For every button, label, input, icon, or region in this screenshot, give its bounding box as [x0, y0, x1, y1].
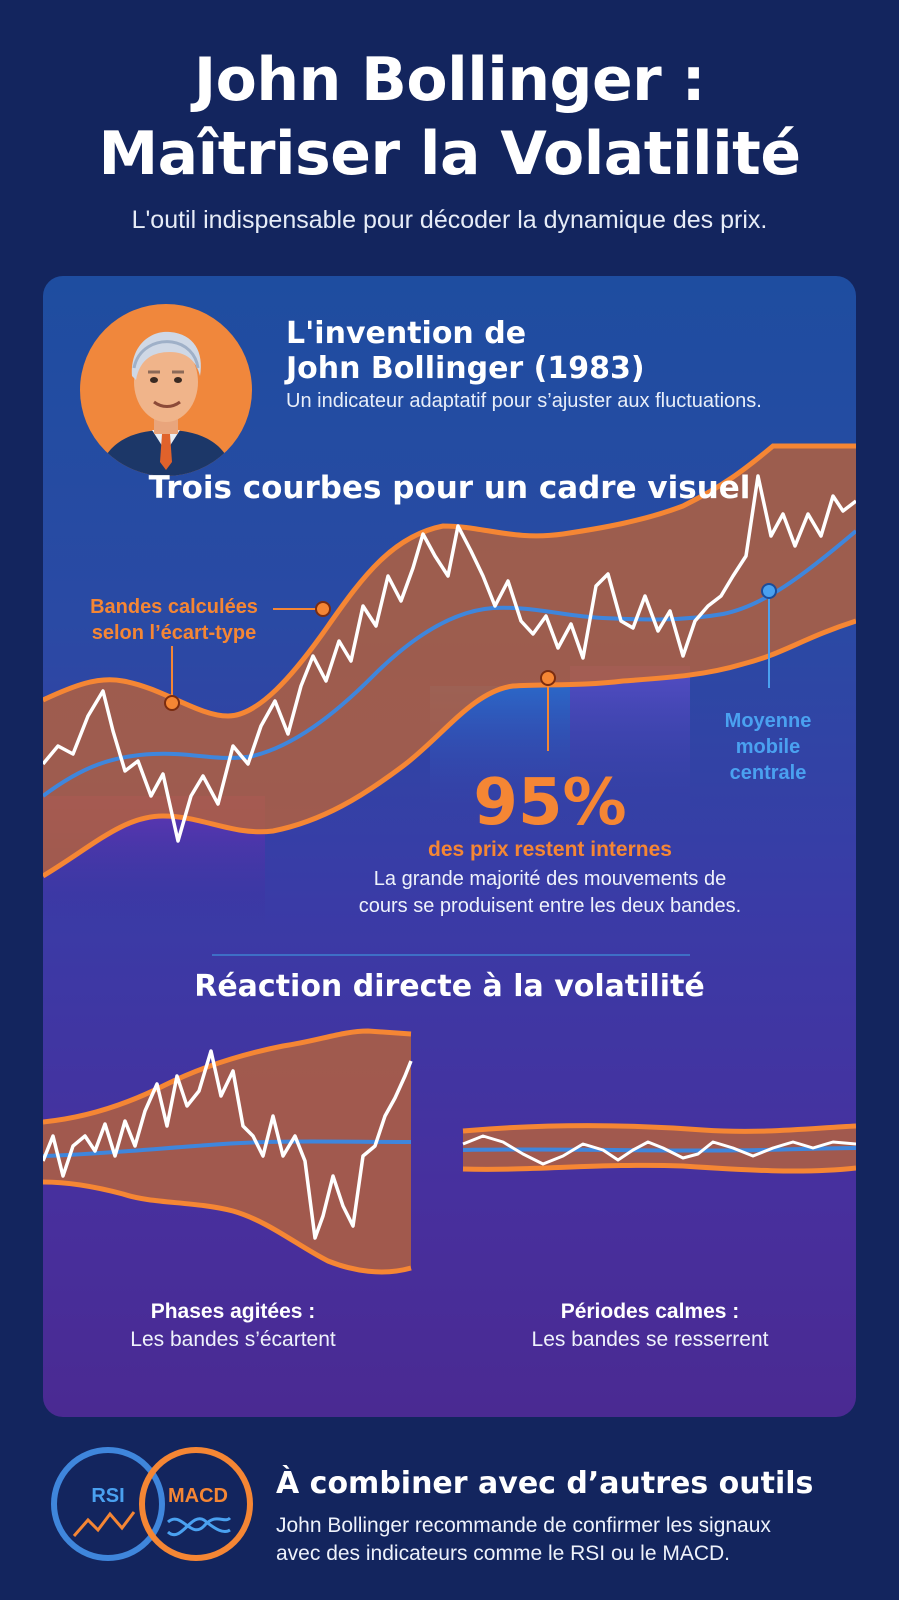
- agitated-price: [43, 1049, 413, 1240]
- stat-marker: [540, 670, 556, 686]
- page-title-line1: John Bollinger :: [193, 45, 706, 115]
- indicator-badges: RSI MACD: [51, 1447, 253, 1561]
- stat-description: La grande majorité des mouvements de cou…: [330, 866, 770, 920]
- price-line: [43, 474, 856, 843]
- bands-label-line2: selon l’écart-type: [91, 622, 257, 644]
- stat-value: 95%: [473, 766, 627, 840]
- main-bollinger-chart: [43, 443, 856, 879]
- ma-label-line1: Moyenne: [724, 710, 812, 732]
- macd-badge-label: MACD: [168, 1485, 228, 1507]
- upper-band-line: [43, 443, 856, 719]
- agitated-lower-band: [43, 1179, 412, 1275]
- rsi-zigzag-icon: [72, 1511, 136, 1537]
- moving-average-label: Moyenne mobile centrale: [708, 708, 828, 786]
- main-card: [43, 276, 856, 1417]
- calm-period-text: Les bandes se resserrent: [531, 1328, 769, 1351]
- bands-label: Bandes calculées selon l’écart-type: [74, 594, 274, 646]
- page-subtitle: L'outil indispensable pour décoder la dy…: [131, 206, 768, 234]
- bg-column-3: [570, 666, 690, 816]
- combine-desc-line2: avec des indicateurs comme le RSI ou le …: [276, 1542, 731, 1565]
- agitated-chart: [43, 1028, 413, 1275]
- agitated-upper-band: [43, 1028, 412, 1125]
- invention-subtitle: Un indicateur adaptatif pour s’ajuster a…: [286, 390, 762, 412]
- macd-wave-icon-1: [166, 1516, 232, 1532]
- ma-marker: [761, 583, 777, 599]
- combine-title: À combiner avec d’autres outils: [276, 1466, 814, 1501]
- macd-badge-icon: [139, 1447, 253, 1561]
- lower-band-line: [43, 618, 856, 879]
- agitated-band-area: [43, 1031, 411, 1272]
- section-divider: [212, 954, 690, 956]
- bands-marker: [315, 601, 331, 617]
- band-area: [43, 446, 856, 876]
- rsi-badge-label: RSI: [91, 1485, 124, 1507]
- ma-label-line2: mobile: [735, 736, 801, 758]
- section-title-volatility: Réaction directe à la volatilité: [194, 969, 705, 1004]
- calm-ma: [462, 1146, 856, 1153]
- calm-band-area: [463, 1125, 856, 1172]
- ma-label-line3: centrale: [729, 762, 807, 784]
- agitated-phase-title: Phases agitées :: [150, 1300, 316, 1323]
- invention-title-line2: John Bollinger (1983): [286, 351, 645, 386]
- calm-lower-band: [462, 1162, 856, 1174]
- page-title-line2: Maîtriser la Volatilité: [98, 119, 801, 189]
- lower-band-marker: [164, 695, 180, 711]
- stat-desc-line2: cours se produisent entre les deux bande…: [358, 895, 742, 917]
- calm-chart: [462, 1123, 856, 1174]
- combine-desc-line1: John Bollinger recommande de confirmer l…: [276, 1514, 771, 1537]
- calm-price: [462, 1134, 856, 1166]
- macd-wave-icon-2: [166, 1517, 231, 1536]
- stat-label: des prix restent internes: [428, 838, 672, 861]
- calm-upper-band: [462, 1123, 856, 1134]
- stat-desc-line1: La grande majorité des mouvements de: [373, 868, 727, 890]
- invention-title-line1: L'invention de: [286, 316, 527, 351]
- section-title-three-curves: Trois courbes pour un cadre visuel: [148, 470, 751, 506]
- bands-label-line1: Bandes calculées: [90, 596, 258, 618]
- invention-title: L'invention de John Bollinger (1983): [286, 316, 645, 386]
- combine-description: John Bollinger recommande de confirmer l…: [276, 1512, 866, 1568]
- agitated-ma: [43, 1139, 412, 1158]
- card-graphics: [43, 443, 856, 1275]
- john-bollinger-portrait: [80, 304, 252, 476]
- agitated-phase-text: Les bandes s’écartent: [130, 1328, 336, 1351]
- moving-average-line: [43, 529, 856, 798]
- rsi-badge-icon: [51, 1447, 165, 1561]
- calm-period-title: Périodes calmes :: [560, 1300, 740, 1323]
